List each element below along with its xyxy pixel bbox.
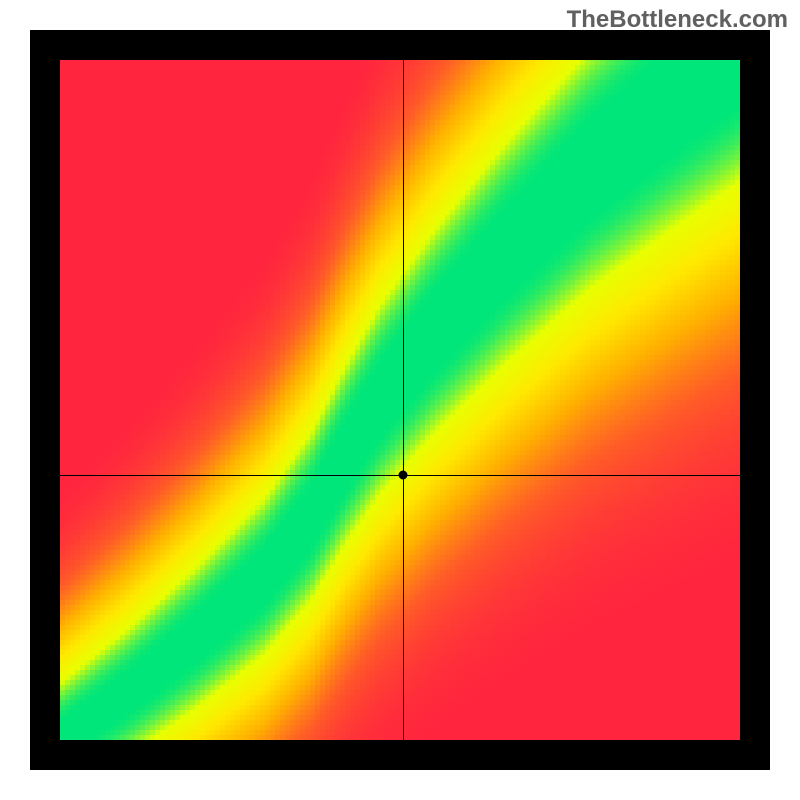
plot-area	[60, 60, 740, 740]
marker-dot	[399, 470, 408, 479]
watermark-text: TheBottleneck.com	[567, 6, 788, 34]
heatmap-canvas	[60, 60, 740, 740]
crosshair-vertical	[403, 60, 404, 740]
root: TheBottleneck.com	[0, 0, 800, 800]
plot-frame	[30, 30, 770, 770]
